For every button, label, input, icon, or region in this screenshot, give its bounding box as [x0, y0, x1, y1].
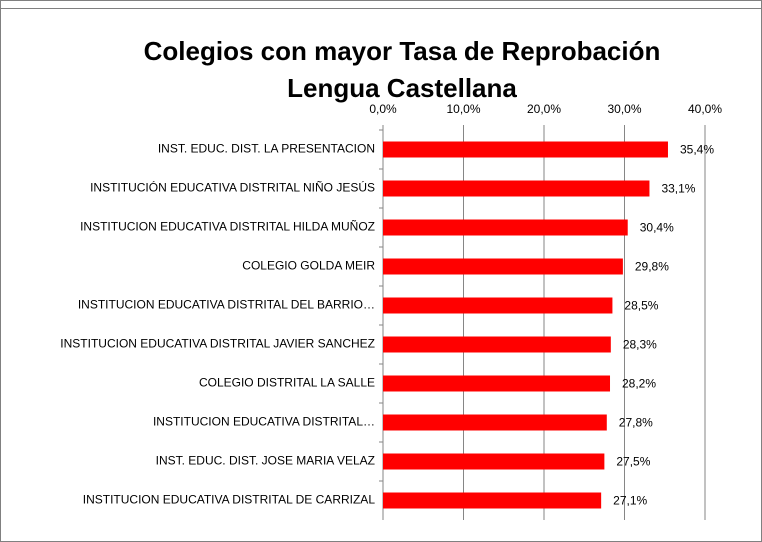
chart-title: Colegios con mayor Tasa de Reprobación	[144, 36, 661, 66]
value-label: 30,4%	[640, 221, 674, 235]
y-tick-label: INSTITUCION EDUCATIVA DISTRITAL HILDA MU…	[80, 220, 375, 234]
x-tick-label: 40,0%	[688, 102, 722, 116]
x-tick-label: 20,0%	[527, 102, 561, 116]
x-tick-label: 30,0%	[607, 102, 641, 116]
bar	[383, 141, 668, 158]
bar	[383, 297, 613, 314]
value-label: 33,1%	[661, 182, 695, 196]
y-tick-label: INSTITUCION EDUCATIVA DISTRITAL JAVIER S…	[60, 337, 375, 351]
bar	[383, 414, 607, 431]
value-label: 27,5%	[616, 455, 650, 469]
y-tick-label: INSTITUCIÓN EDUCATIVA DISTRITAL NIÑO JES…	[90, 180, 375, 195]
bar	[383, 180, 650, 197]
value-label: 28,5%	[624, 299, 658, 313]
value-label: 27,8%	[619, 416, 653, 430]
x-tick-label: 10,0%	[446, 102, 480, 116]
bar	[383, 219, 628, 236]
y-tick-label: INST. EDUC. DIST. JOSE MARIA VELAZ	[156, 454, 375, 468]
bar	[383, 453, 605, 470]
chart-title: Lengua Castellana	[287, 73, 517, 103]
y-tick-label: COLEGIO GOLDA MEIR	[242, 259, 375, 273]
value-label: 28,3%	[623, 338, 657, 352]
value-label: 29,8%	[635, 260, 669, 274]
bar	[383, 258, 623, 275]
bar	[383, 492, 602, 509]
bar	[383, 375, 611, 392]
x-tick-label: 0,0%	[369, 102, 397, 116]
y-tick-label: INSTITUCION EDUCATIVA DISTRITAL DE CARRI…	[83, 493, 376, 507]
value-label: 35,4%	[680, 143, 714, 157]
y-tick-label: COLEGIO DISTRITAL LA SALLE	[199, 376, 375, 390]
y-tick-label: INST. EDUC. DIST. LA PRESENTACION	[158, 142, 375, 156]
value-label: 27,1%	[613, 494, 647, 508]
y-tick-label: INSTITUCION EDUCATIVA DISTRITAL DEL BARR…	[78, 298, 375, 312]
bar	[383, 336, 611, 353]
value-label: 28,2%	[622, 377, 656, 391]
y-tick-label: INSTITUCION EDUCATIVA DISTRITAL…	[153, 415, 375, 429]
